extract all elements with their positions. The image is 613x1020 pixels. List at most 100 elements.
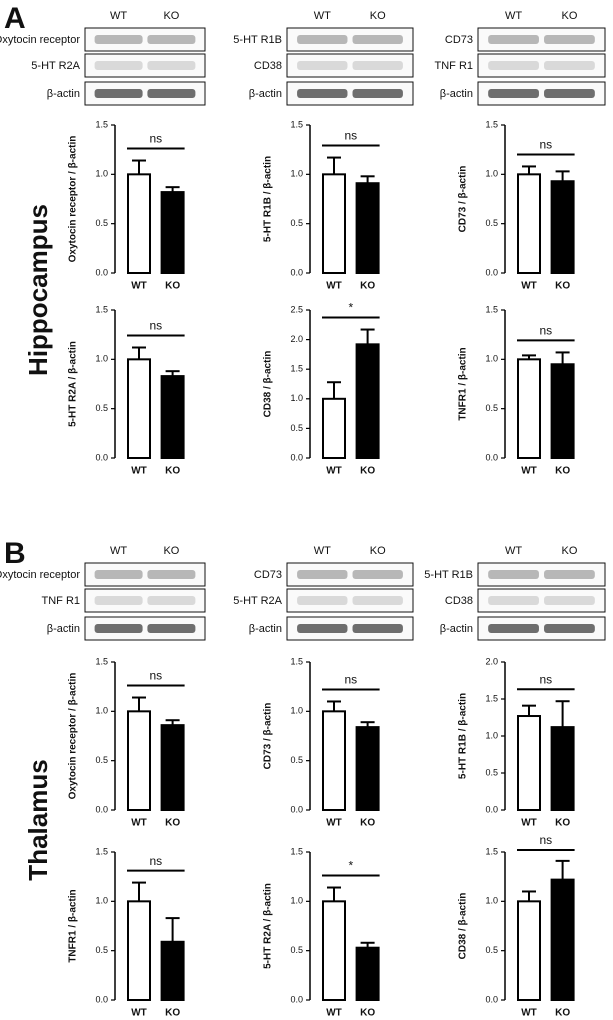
blot-box xyxy=(84,27,206,52)
y-tick-label: 0.0 xyxy=(485,267,498,277)
blot-row-label: CD38 xyxy=(254,60,282,72)
x-tick-label: KO xyxy=(360,466,375,477)
blot-row-label: 5-HT R1B xyxy=(424,569,473,581)
blot-band xyxy=(147,35,196,44)
blot-box xyxy=(286,81,414,106)
bar xyxy=(322,173,346,274)
blot-band xyxy=(147,596,196,605)
y-axis-label: TNFR1 / β-actin xyxy=(68,889,79,962)
lane-label: WT xyxy=(314,545,331,557)
blot-row-label: Oxytocin receptor xyxy=(0,569,80,581)
y-tick-label: 1.5 xyxy=(95,119,108,129)
x-tick-label: KO xyxy=(360,281,375,292)
bar xyxy=(127,173,151,274)
bar xyxy=(517,173,541,274)
bar xyxy=(355,182,380,274)
significance-label: ns xyxy=(539,672,552,686)
y-tick-label: 1.0 xyxy=(290,896,303,906)
blot-band xyxy=(544,61,595,70)
lane-label: KO xyxy=(163,10,179,22)
significance-label: ns xyxy=(149,132,162,146)
blot-row-label: CD73 xyxy=(254,569,282,581)
y-tick-label: 0.0 xyxy=(95,994,108,1004)
x-tick-label: KO xyxy=(360,818,375,829)
significance-label: ns xyxy=(539,833,552,847)
blot-band xyxy=(488,61,539,70)
bar xyxy=(160,375,185,459)
blot-band xyxy=(147,89,196,98)
significance-label: * xyxy=(348,859,353,873)
blot-row-label: 5-HT R2A xyxy=(31,60,80,72)
y-tick-label: 1.0 xyxy=(485,730,498,740)
y-tick-label: 1.0 xyxy=(95,896,108,906)
y-tick-label: 0.5 xyxy=(485,403,498,413)
y-tick-label: 0.0 xyxy=(290,452,303,462)
bar xyxy=(550,878,575,1001)
blot-band xyxy=(544,570,595,579)
bar xyxy=(127,900,151,1001)
lane-label: WT xyxy=(314,10,331,22)
blot-band xyxy=(94,89,143,98)
y-tick-label: 0.0 xyxy=(290,804,303,814)
y-tick-label: 1.0 xyxy=(485,169,498,179)
y-tick-label: 1.5 xyxy=(290,364,303,374)
y-tick-label: 1.5 xyxy=(485,119,498,129)
blot-band xyxy=(352,35,403,44)
x-tick-label: KO xyxy=(555,1008,570,1019)
bar xyxy=(550,363,575,459)
y-tick-label: 0.5 xyxy=(290,218,303,228)
y-tick-label: 0.0 xyxy=(485,452,498,462)
y-tick-label: 1.0 xyxy=(95,706,108,716)
x-tick-label: WT xyxy=(521,466,537,477)
blot-band xyxy=(297,570,348,579)
y-tick-label: 0.5 xyxy=(95,218,108,228)
bar xyxy=(160,191,185,275)
x-tick-label: WT xyxy=(326,466,342,477)
y-tick-label: 1.5 xyxy=(485,693,498,703)
blot-box xyxy=(84,616,206,641)
blot-box xyxy=(286,27,414,52)
x-tick-label: WT xyxy=(131,818,147,829)
blot-band xyxy=(352,61,403,70)
significance-label: ns xyxy=(539,324,552,338)
y-tick-label: 1.5 xyxy=(485,846,498,856)
bar xyxy=(127,358,151,460)
blot-band xyxy=(488,570,539,579)
blot-band xyxy=(488,89,539,98)
x-tick-label: WT xyxy=(521,818,537,829)
bar xyxy=(355,726,380,811)
blot-row-label: TNF R1 xyxy=(42,595,81,607)
significance-label: ns xyxy=(344,673,357,687)
blot-row-label: 5-HT R2A xyxy=(233,595,282,607)
y-tick-label: 0.5 xyxy=(485,945,498,955)
blot-row-label: Oxytocin receptor xyxy=(0,34,80,46)
blot-row-label: CD38 xyxy=(445,595,473,607)
y-tick-label: 1.0 xyxy=(95,354,108,364)
y-tick-label: 1.5 xyxy=(290,119,303,129)
blot-box xyxy=(84,588,206,613)
y-tick-label: 1.5 xyxy=(95,304,108,314)
blot-box xyxy=(477,81,606,106)
y-tick-label: 0.5 xyxy=(95,945,108,955)
x-tick-label: KO xyxy=(165,281,180,292)
y-tick-label: 1.5 xyxy=(485,304,498,314)
panel-label: A xyxy=(4,2,26,35)
blot-band xyxy=(544,624,595,633)
y-tick-label: 1.0 xyxy=(485,354,498,364)
blot-row-label: β-actin xyxy=(249,88,282,100)
blot-box xyxy=(84,81,206,106)
y-tick-label: 1.0 xyxy=(485,896,498,906)
blot-row-label: 5-HT R1B xyxy=(233,34,282,46)
y-tick-label: 2.0 xyxy=(485,656,498,666)
y-tick-label: 1.0 xyxy=(290,169,303,179)
blot-band xyxy=(544,89,595,98)
blot-band xyxy=(94,61,143,70)
blot-band xyxy=(94,624,143,633)
y-axis-label: CD73 / β-actin xyxy=(263,703,274,770)
x-tick-label: KO xyxy=(165,466,180,477)
y-tick-label: 0.5 xyxy=(95,755,108,765)
y-tick-label: 1.5 xyxy=(95,656,108,666)
blot-band xyxy=(352,570,403,579)
region-label: Hippocampus xyxy=(23,204,53,376)
